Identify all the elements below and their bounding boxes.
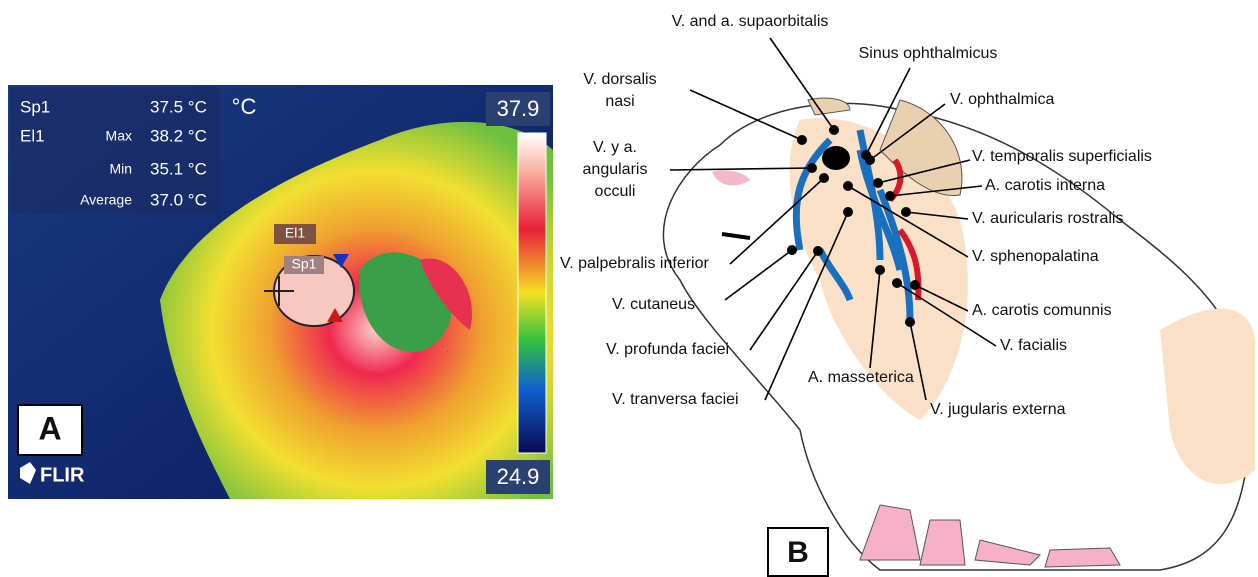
- annotation: V. jugularis externa: [930, 401, 1066, 418]
- panel-label: A: [38, 410, 61, 446]
- reading-stat: Min: [109, 161, 132, 177]
- eye: [822, 146, 850, 170]
- annotation: occuli: [595, 183, 636, 200]
- reading-value: 35.1 °C: [150, 159, 207, 178]
- reading-value: 37.5 °C: [150, 97, 207, 116]
- annotation: V. sphenopalatina: [972, 248, 1099, 265]
- annotation: V. ophthalmica: [950, 91, 1054, 108]
- anchor-dot: [885, 191, 895, 201]
- annotation: V. profunda faciei: [606, 341, 729, 358]
- anchor-dot: [875, 265, 885, 275]
- reading-stat: Max: [106, 128, 132, 144]
- anchor-dot: [797, 135, 807, 145]
- annotation: V. y a.: [593, 139, 637, 156]
- annotation: A. carotis comunnis: [972, 302, 1112, 319]
- reading-value: 37.0 °C: [150, 190, 207, 209]
- roi-label: Sp1: [292, 256, 317, 272]
- scale-min: 24.9: [497, 464, 540, 489]
- reading-name: El1: [20, 126, 45, 145]
- reading-name: Sp1: [20, 97, 50, 116]
- figure: 37.9 24.9 °C A FLIR B Sp1 37.5 °C El1 Max 38…: [0, 0, 1258, 577]
- anchor-dot: [892, 278, 902, 288]
- scale-max: 37.9: [497, 96, 540, 121]
- panel-label: B: [787, 536, 809, 569]
- annotation: V. temporalis superficialis: [972, 148, 1152, 165]
- color-scale: [518, 133, 546, 453]
- annotation: V. facialis: [1000, 337, 1067, 354]
- anchor-dot: [901, 207, 911, 217]
- annotation: A. masseterica: [808, 369, 914, 386]
- roi-label: El1: [285, 225, 305, 241]
- anchor-dot: [843, 207, 853, 217]
- panel-b: B: [663, 38, 1255, 576]
- annotation: angularis: [583, 161, 648, 178]
- annotation: V. and a. supaorbitalis: [672, 13, 829, 30]
- brand: FLIR: [40, 464, 85, 486]
- anchor-dot: [873, 178, 883, 188]
- anchor-dot: [843, 181, 853, 191]
- anchor-dot: [865, 155, 875, 165]
- anchor-dot: [813, 246, 823, 256]
- unit: °C: [232, 94, 257, 119]
- annotation: V. dorsalis: [583, 71, 656, 88]
- anchor-dot: [787, 245, 797, 255]
- annotation: V. tranversa faciei: [612, 391, 739, 408]
- annotation: V. cutaneus: [612, 296, 695, 313]
- reading-value: 38.2 °C: [150, 126, 207, 145]
- anchor-dot: [905, 317, 915, 327]
- annotation: V. palpebralis inferior: [560, 255, 710, 272]
- anchor-dot: [910, 280, 920, 290]
- annotation: A. carotis interna: [985, 177, 1105, 194]
- annotation: Sinus ophthalmicus: [859, 45, 998, 62]
- anchor-dot: [807, 163, 817, 173]
- panel-a: 37.9 24.9 °C A FLIR: [8, 85, 553, 499]
- anchor-dot: [829, 125, 839, 135]
- annotation: nasi: [605, 93, 634, 110]
- reading-stat: Average: [80, 192, 132, 208]
- annotation: V. auricularis rostralis: [972, 210, 1123, 227]
- anchor-dot: [819, 173, 829, 183]
